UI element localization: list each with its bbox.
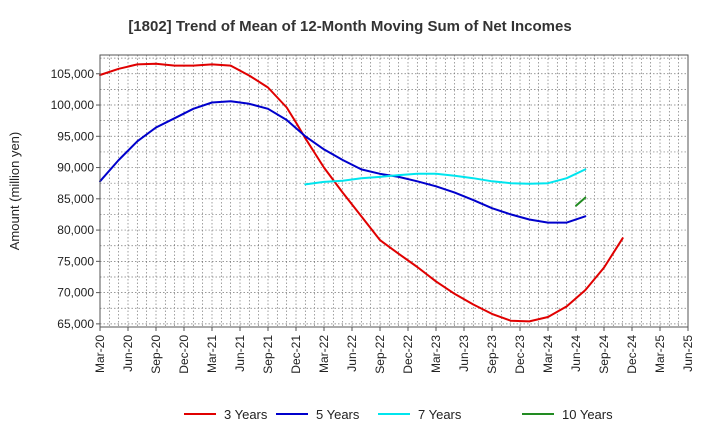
x-tick-label: Mar-21	[205, 335, 219, 373]
series-line-10-years	[575, 196, 587, 207]
y-tick-label: 85,000	[57, 192, 94, 206]
x-tick-label: Jun-23	[457, 335, 471, 372]
x-tick-label: Jun-24	[569, 335, 583, 372]
legend-label: 5 Years	[316, 407, 360, 422]
y-tick-label: 95,000	[57, 129, 94, 143]
legend-label: 3 Years	[224, 407, 268, 422]
x-tick-label: Sep-24	[597, 335, 611, 374]
x-tick-label: Sep-23	[485, 335, 499, 374]
x-tick-label: Sep-22	[373, 335, 387, 374]
y-tick-label: 65,000	[57, 317, 94, 331]
y-tick-label: 105,000	[51, 67, 95, 81]
y-tick-label: 75,000	[57, 254, 94, 268]
x-tick-label: Sep-21	[261, 335, 275, 374]
x-tick-label: Jun-25	[681, 335, 695, 372]
legend-label: 7 Years	[418, 407, 462, 422]
chart-title: [1802] Trend of Mean of 12-Month Moving …	[128, 18, 571, 35]
y-axis-label: Amount (million yen)	[7, 132, 22, 251]
series-line-5-years	[99, 100, 587, 224]
grid-lines	[100, 55, 688, 327]
y-tick-label: 70,000	[57, 286, 94, 300]
x-tick-label: Sep-20	[149, 335, 163, 374]
x-tick-label: Mar-23	[429, 335, 443, 373]
x-tick-label: Dec-24	[625, 335, 639, 374]
x-tick-label: Dec-20	[177, 335, 191, 374]
x-tick-label: Mar-24	[541, 335, 555, 373]
x-tick-label: Jun-20	[121, 335, 135, 372]
legend-label: 10 Years	[562, 407, 613, 422]
x-tick-label: Dec-21	[289, 335, 303, 374]
x-tick-label: Mar-20	[93, 335, 107, 373]
series-line-3-years	[99, 62, 624, 323]
y-axis-ticks: 65,000 70,000 75,000 80,000 85,000 90,000 95,0…	[51, 67, 100, 331]
x-tick-label: Dec-22	[401, 335, 415, 374]
series-lines	[99, 62, 624, 323]
series-line-7-years	[304, 168, 587, 186]
x-tick-label: Mar-22	[317, 335, 331, 373]
y-tick-label: 80,000	[57, 223, 94, 237]
x-tick-label: Dec-23	[513, 335, 527, 374]
x-axis-ticks: Mar-20 Jun-20 Sep-20 Dec-20 Mar-21 Jun-21 Sep-…	[93, 327, 695, 374]
y-tick-label: 100,000	[51, 98, 95, 112]
legend: 3 Years 5 Years 7 Years 10 Years	[184, 407, 613, 422]
x-tick-label: Jun-21	[233, 335, 247, 372]
x-tick-label: Mar-25	[653, 335, 667, 373]
plot-frame	[99, 54, 689, 328]
x-tick-label: Jun-22	[345, 335, 359, 372]
y-tick-label: 90,000	[57, 161, 94, 175]
